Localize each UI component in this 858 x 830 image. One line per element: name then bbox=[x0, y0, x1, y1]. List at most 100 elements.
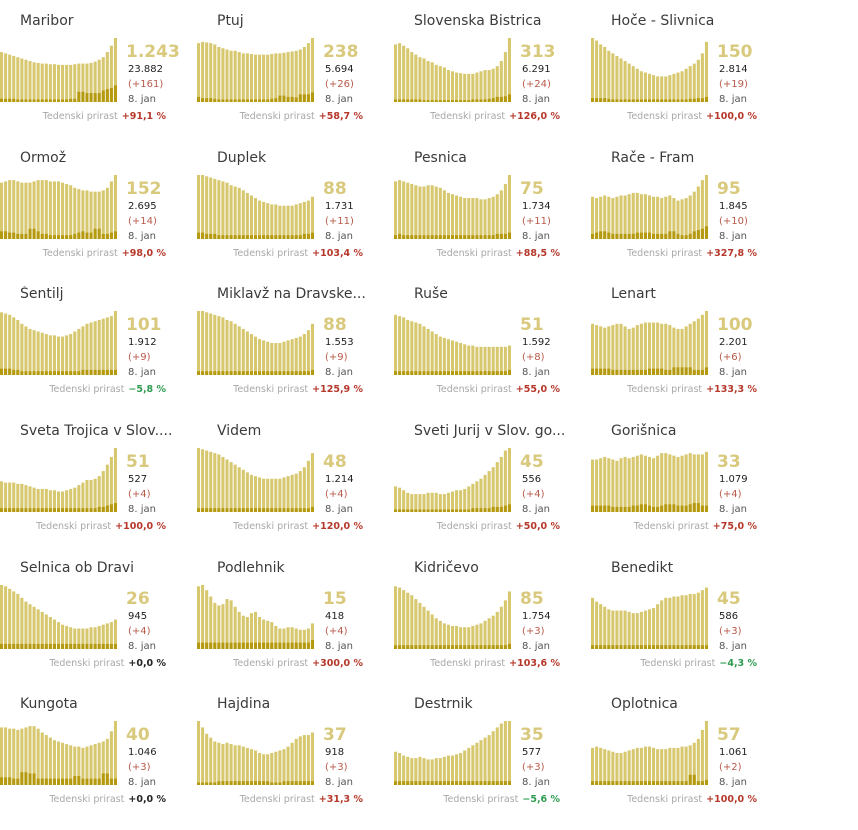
daily-bar bbox=[0, 508, 4, 512]
daily-bar bbox=[8, 643, 12, 649]
daily-bar bbox=[495, 233, 499, 239]
daily-bar bbox=[643, 781, 647, 785]
cumulative-bar bbox=[56, 741, 61, 785]
cumulative-bar bbox=[676, 456, 680, 512]
cumulative-bar bbox=[591, 196, 595, 239]
daily-bar bbox=[426, 235, 430, 239]
cumulative-bar bbox=[467, 627, 471, 649]
cumulative-bar bbox=[274, 343, 278, 375]
cumulative-bar bbox=[258, 54, 262, 102]
daily-bar bbox=[402, 781, 406, 785]
cumulative-bar bbox=[619, 753, 623, 785]
cumulative-bar bbox=[418, 756, 422, 785]
daily-bar bbox=[676, 367, 680, 375]
daily-bar bbox=[89, 643, 93, 649]
daily-bar bbox=[479, 508, 483, 512]
daily-bar bbox=[406, 371, 410, 375]
daily-bar bbox=[660, 99, 664, 102]
daily-bar bbox=[294, 235, 298, 239]
cumulative-bar bbox=[639, 71, 643, 102]
cumulative-bar bbox=[81, 326, 85, 375]
daily-bar bbox=[52, 99, 56, 102]
daily-bar bbox=[278, 95, 282, 102]
total-cases-value: 586 bbox=[719, 611, 739, 622]
daily-bar bbox=[631, 505, 635, 512]
cumulative-bar bbox=[217, 316, 221, 375]
cumulative-bar bbox=[233, 186, 237, 239]
cumulative-bar bbox=[595, 325, 599, 375]
daily-bar bbox=[56, 643, 61, 649]
daily-bar bbox=[48, 99, 52, 102]
cumulative-bar bbox=[394, 751, 398, 785]
sparkline-chart bbox=[394, 721, 511, 785]
cumulative-bar bbox=[278, 53, 282, 102]
cumulative-bar bbox=[294, 473, 298, 512]
daily-bar bbox=[475, 371, 479, 375]
cumulative-bar bbox=[656, 455, 660, 512]
cumulative-bar bbox=[426, 759, 430, 785]
daily-bar bbox=[631, 645, 635, 649]
daily-bar bbox=[660, 645, 664, 649]
daily-bar bbox=[426, 781, 430, 785]
weekly-growth: Tedenski prirast −5,8 % bbox=[10, 384, 166, 395]
daily-bar bbox=[61, 643, 65, 649]
daily-bar bbox=[398, 371, 402, 375]
cumulative-bar bbox=[40, 732, 44, 785]
daily-bar bbox=[213, 233, 217, 239]
municipality-panel-24: Oplotnica 57 1.061 (+2) 8. jan Tedenski … bbox=[591, 683, 793, 808]
cumulative-bar bbox=[290, 339, 294, 375]
cumulative-bar bbox=[422, 186, 426, 239]
cumulative-bar bbox=[627, 328, 631, 375]
daily-bar bbox=[101, 506, 105, 512]
daily-bar bbox=[467, 235, 471, 239]
cumulative-bar bbox=[668, 75, 672, 102]
daily-bar bbox=[627, 781, 631, 785]
daily-bar bbox=[225, 781, 229, 785]
cumulative-bar bbox=[113, 311, 117, 375]
cumulative-bar bbox=[430, 331, 434, 375]
cumulative-bar bbox=[101, 318, 105, 375]
daily-bar bbox=[599, 98, 603, 102]
daily-bar bbox=[684, 99, 688, 102]
daily-bar bbox=[101, 90, 105, 102]
daily-bar bbox=[463, 100, 467, 102]
daily-bar bbox=[109, 232, 113, 239]
cumulative-bar bbox=[643, 322, 647, 375]
daily-bar bbox=[52, 778, 56, 785]
cumulative-bar bbox=[446, 755, 450, 785]
daily-bar bbox=[639, 645, 643, 649]
daily-bar bbox=[414, 781, 418, 785]
cumulative-bar bbox=[298, 629, 302, 649]
cumulative-bar bbox=[209, 177, 213, 239]
cumulative-bar bbox=[20, 728, 24, 785]
cumulative-bar bbox=[81, 747, 85, 785]
daily-bar bbox=[438, 509, 442, 512]
daily-bar bbox=[294, 781, 298, 785]
cumulative-bar bbox=[688, 593, 692, 649]
municipality-name: Selnica ob Dravi bbox=[20, 560, 135, 576]
cumulative-bar bbox=[398, 753, 402, 785]
cumulative-bar bbox=[101, 741, 105, 785]
cumulative-bar bbox=[217, 742, 221, 785]
daily-bar bbox=[627, 369, 631, 375]
daily-change-value: (+4) bbox=[128, 626, 151, 637]
cumulative-bar bbox=[704, 311, 708, 375]
daily-bar bbox=[56, 99, 61, 102]
cumulative-bar bbox=[89, 480, 93, 512]
daily-bar bbox=[0, 777, 4, 785]
daily-bar bbox=[109, 504, 113, 512]
date-label: 8. jan bbox=[719, 94, 747, 105]
cumulative-bar bbox=[105, 464, 109, 512]
cumulative-bar bbox=[97, 625, 101, 649]
weekly-growth-value: −4,3 % bbox=[719, 658, 757, 669]
cumulative-bar bbox=[105, 52, 109, 102]
daily-bar bbox=[32, 99, 36, 102]
cumulative-bar bbox=[209, 737, 213, 785]
weekly-growth: Tedenski prirast +88,5 % bbox=[404, 248, 560, 259]
cumulative-bar bbox=[603, 195, 607, 239]
daily-bar bbox=[406, 99, 410, 102]
daily-bar bbox=[591, 645, 595, 649]
weekly-growth-label: Tedenski prirast bbox=[49, 794, 125, 805]
cumulative-bar bbox=[704, 451, 708, 512]
cumulative-bar bbox=[245, 747, 249, 785]
